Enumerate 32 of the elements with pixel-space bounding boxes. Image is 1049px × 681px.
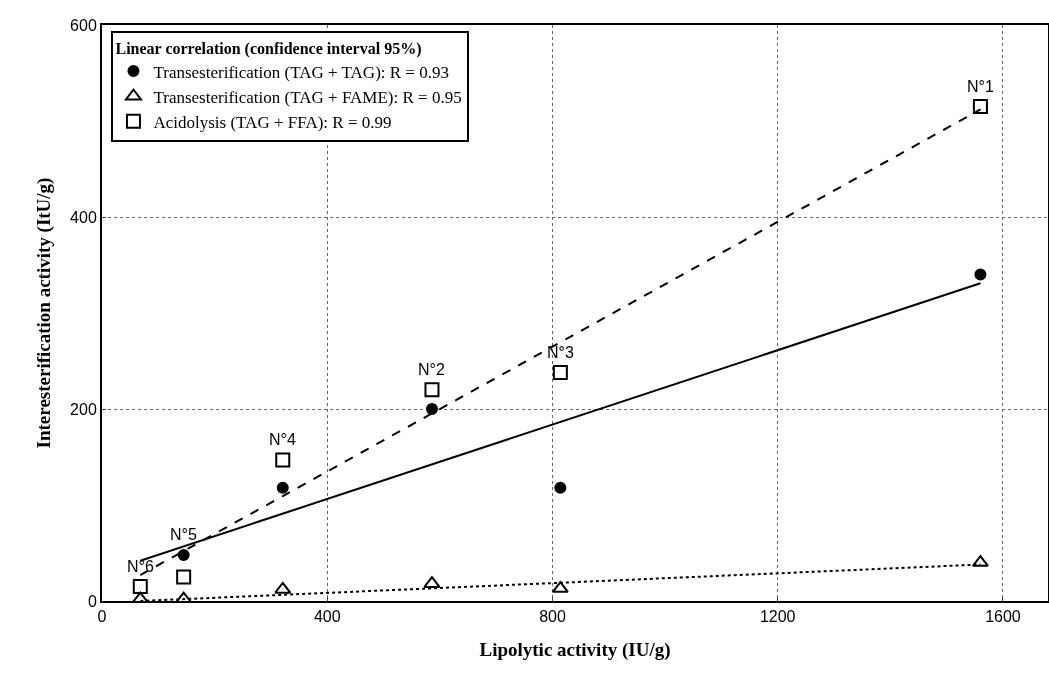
point xyxy=(972,99,988,115)
annotation: N°6 xyxy=(127,558,154,575)
annotation: N°3 xyxy=(547,344,574,361)
legend-label: Transesterification (TAG + FAME): R = 0.95 xyxy=(153,87,462,107)
point xyxy=(132,579,148,595)
point xyxy=(274,581,292,594)
annotation: N°2 xyxy=(418,361,445,378)
point xyxy=(424,382,440,398)
point xyxy=(974,268,987,281)
y-tick-label: 600 xyxy=(70,16,97,34)
point xyxy=(554,481,567,494)
x-tick-label: 1200 xyxy=(759,608,796,626)
annotation: N°5 xyxy=(170,526,197,543)
x-tick-label: 400 xyxy=(313,608,341,626)
y-tick-label: 400 xyxy=(70,208,97,226)
point xyxy=(425,403,438,415)
point xyxy=(552,365,568,381)
y-tick-label: 200 xyxy=(70,400,97,418)
x-tick-label: 1600 xyxy=(985,608,1021,626)
annotation: N°4 xyxy=(269,431,296,448)
legend-label: Transesterification (TAG + TAG): R = 0.93 xyxy=(153,62,449,82)
x-axis-title: Lipolytic activity (IU/g) xyxy=(479,638,671,661)
annotation: N°1 xyxy=(967,78,994,95)
point xyxy=(276,481,289,494)
point xyxy=(275,452,291,468)
y-axis-title: Interesterification activity (ItU/g) xyxy=(33,177,56,449)
y-tick-label: 0 xyxy=(87,592,97,610)
x-tick-label: 800 xyxy=(539,608,566,626)
point xyxy=(177,548,190,561)
legend-title: Linear correlation (confidence interval 95%) xyxy=(115,39,422,58)
point xyxy=(176,569,192,585)
legend-label: Acidolysis (TAG + FFA): R = 0.99 xyxy=(153,112,392,132)
